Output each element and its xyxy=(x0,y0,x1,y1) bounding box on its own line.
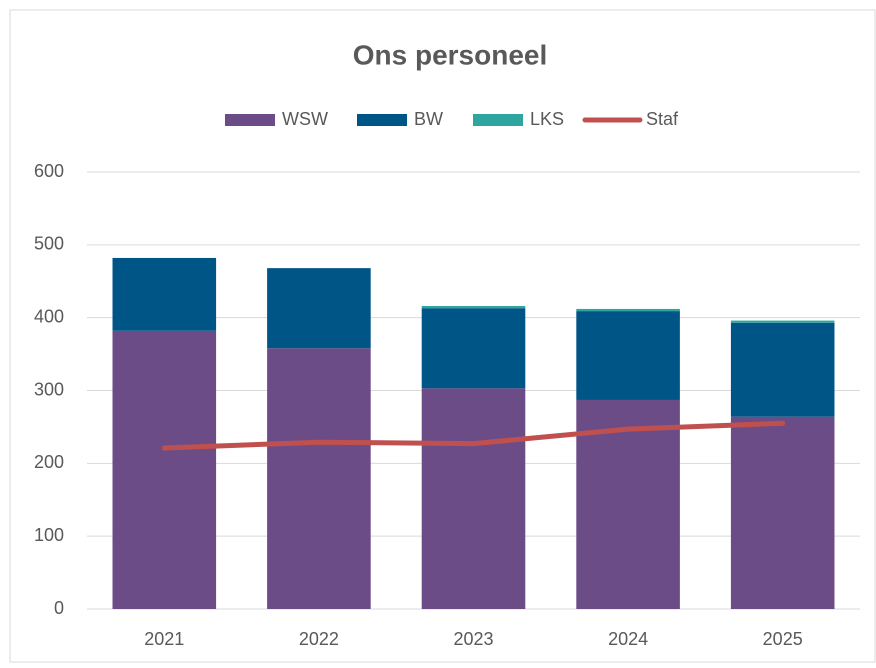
y-tick-label: 100 xyxy=(34,525,64,545)
legend-swatch xyxy=(225,114,275,126)
bar-segment xyxy=(730,416,835,609)
legend-swatch xyxy=(357,114,407,126)
bar-segment xyxy=(112,330,217,609)
bar-segment xyxy=(421,388,526,609)
x-tick-label: 2023 xyxy=(453,629,493,649)
chart-title: Ons personeel xyxy=(353,39,548,70)
y-tick-label: 500 xyxy=(34,234,64,254)
y-tick-label: 200 xyxy=(34,452,64,472)
bar-segment xyxy=(730,320,835,323)
bar-segment xyxy=(730,322,835,417)
legend-swatch xyxy=(473,114,523,126)
bar-segment xyxy=(576,308,680,312)
y-tick-label: 0 xyxy=(54,598,64,618)
x-tick-label: 2024 xyxy=(608,629,648,649)
legend-label: BW xyxy=(414,109,443,129)
bar-segment xyxy=(421,306,526,309)
line-series xyxy=(161,420,786,451)
x-tick-label: 2021 xyxy=(144,629,184,649)
x-tick-label: 2022 xyxy=(299,629,339,649)
bar-segment xyxy=(421,308,526,389)
y-tick-label: 400 xyxy=(34,306,64,326)
legend-label: Staf xyxy=(646,109,679,129)
bar-segment xyxy=(267,348,371,609)
legend-label: WSW xyxy=(282,109,328,129)
legend-label: LKS xyxy=(530,109,564,129)
y-tick-label: 600 xyxy=(34,161,64,181)
bar-segment xyxy=(576,311,680,400)
x-tick-label: 2025 xyxy=(763,629,803,649)
bar-segment xyxy=(112,257,217,331)
y-tick-label: 300 xyxy=(34,379,64,399)
bar-segment xyxy=(267,268,371,349)
